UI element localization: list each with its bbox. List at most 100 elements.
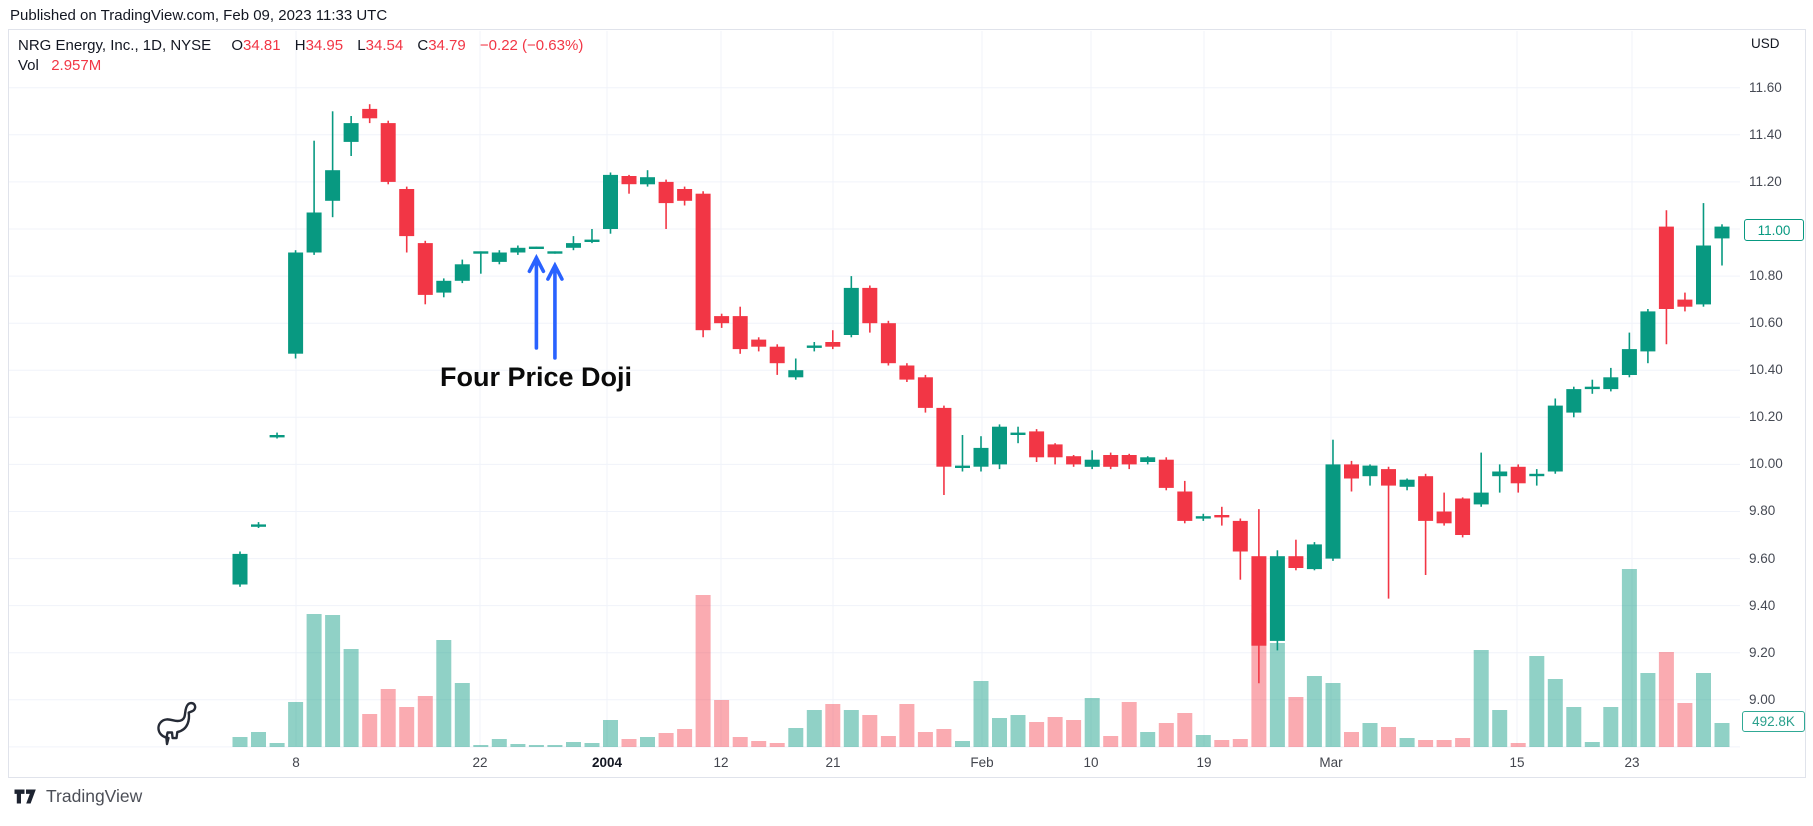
candle xyxy=(1473,452,1489,507)
candle xyxy=(825,330,841,350)
currency-label: USD xyxy=(1751,36,1780,51)
symbol-title[interactable]: NRG Energy, Inc., 1D, NYSE xyxy=(18,37,212,54)
volume-bar xyxy=(603,720,618,747)
dino-doodle-icon xyxy=(157,701,197,746)
volume-bar xyxy=(288,702,304,747)
time-axis-label: 2004 xyxy=(591,755,623,770)
candle xyxy=(1288,539,1304,571)
ohlc-high: H34.95 xyxy=(294,37,344,54)
ohlc-open: O34.81 xyxy=(231,37,281,54)
volume-bar xyxy=(1566,707,1582,747)
time-axis-label: Mar xyxy=(1319,755,1343,770)
price-axis-label: 10.60 xyxy=(1749,315,1783,330)
volume-bar xyxy=(880,736,896,747)
candle xyxy=(1066,455,1082,467)
chart-legend: NRG Energy, Inc., 1D, NYSE O34.81 H34.95… xyxy=(18,37,583,74)
candle xyxy=(1047,443,1063,465)
footer-brand[interactable]: TradingView xyxy=(14,786,142,807)
annotation-arrows[interactable] xyxy=(527,253,564,360)
volume-bar xyxy=(640,737,655,747)
volume-bar xyxy=(1640,673,1656,747)
candle xyxy=(640,170,655,187)
candle xyxy=(251,522,266,528)
candle xyxy=(973,436,989,472)
price-axis-label: 11.60 xyxy=(1749,80,1782,95)
candle xyxy=(788,358,804,380)
price-axis-label: 9.60 xyxy=(1749,551,1776,566)
candle xyxy=(325,111,341,218)
volume-bar xyxy=(788,728,804,747)
up-arrow xyxy=(527,253,546,350)
time-axis-label: 21 xyxy=(825,755,841,770)
candle xyxy=(751,337,767,352)
candle xyxy=(1640,309,1656,364)
price-axis-label: 11.40 xyxy=(1749,127,1782,142)
candle xyxy=(380,120,396,185)
volume-bar xyxy=(399,707,415,747)
volume-bar xyxy=(1381,727,1396,747)
volume-bar xyxy=(306,614,322,747)
volume-bar xyxy=(491,739,507,747)
volume-bar xyxy=(380,689,396,747)
volume-bar xyxy=(1547,679,1563,747)
time-axis-label: 19 xyxy=(1196,755,1212,770)
volume-bar xyxy=(1399,738,1415,747)
candle xyxy=(714,313,730,328)
volume-bar xyxy=(1344,732,1359,747)
candle xyxy=(1658,210,1674,345)
candle xyxy=(695,191,711,338)
tradingview-logo-icon xyxy=(14,789,36,804)
candle xyxy=(566,236,581,251)
volume-bar xyxy=(1047,717,1063,747)
volume-bar xyxy=(584,743,600,747)
candle xyxy=(1177,480,1193,524)
volume-bar xyxy=(1066,720,1082,747)
candle xyxy=(1084,450,1100,470)
candlestick-series xyxy=(232,104,1730,684)
candle xyxy=(1455,497,1471,538)
volume-bar xyxy=(899,704,915,747)
candle xyxy=(288,250,304,359)
volume-bar xyxy=(917,732,933,747)
volume-bar xyxy=(955,741,970,747)
candle xyxy=(1714,224,1730,266)
price-axis-label: 9.00 xyxy=(1749,692,1776,707)
volume-bar xyxy=(1288,697,1304,747)
volume-bar xyxy=(1714,723,1730,747)
candle xyxy=(1584,379,1600,394)
price-axis-label: 10.20 xyxy=(1749,409,1783,424)
volume-bar xyxy=(1473,650,1489,747)
published-caption: Published on TradingView.com, Feb 09, 20… xyxy=(10,7,388,24)
volume-bar xyxy=(1529,656,1545,747)
volume-bar xyxy=(1436,740,1452,747)
volume-bar xyxy=(973,681,989,747)
candle xyxy=(843,276,859,338)
candle xyxy=(528,246,544,249)
candle xyxy=(732,306,748,354)
candle xyxy=(880,320,896,366)
candle xyxy=(677,186,693,206)
volume-bar xyxy=(343,649,359,747)
candle xyxy=(510,245,526,255)
candle xyxy=(621,174,637,194)
volume-bar xyxy=(1603,707,1619,747)
candle xyxy=(491,250,507,265)
volume-bar xyxy=(1621,569,1637,747)
volume-series xyxy=(232,569,1730,747)
volume-bar xyxy=(695,595,711,747)
volume-bar xyxy=(1029,722,1045,747)
annotation-text[interactable]: Four Price Doji xyxy=(439,362,633,392)
candle xyxy=(436,278,452,298)
volume-bar xyxy=(547,745,563,747)
candle xyxy=(473,251,489,274)
volume-bar xyxy=(1010,715,1026,747)
time-axis-label: 15 xyxy=(1509,755,1525,770)
volume-bar xyxy=(1084,698,1100,747)
volume-bar xyxy=(769,743,785,747)
candle xyxy=(917,374,933,413)
candle xyxy=(1158,457,1174,491)
volume-bar xyxy=(1325,683,1341,747)
volume-bar xyxy=(1696,673,1711,747)
volume-bar xyxy=(1121,702,1137,747)
